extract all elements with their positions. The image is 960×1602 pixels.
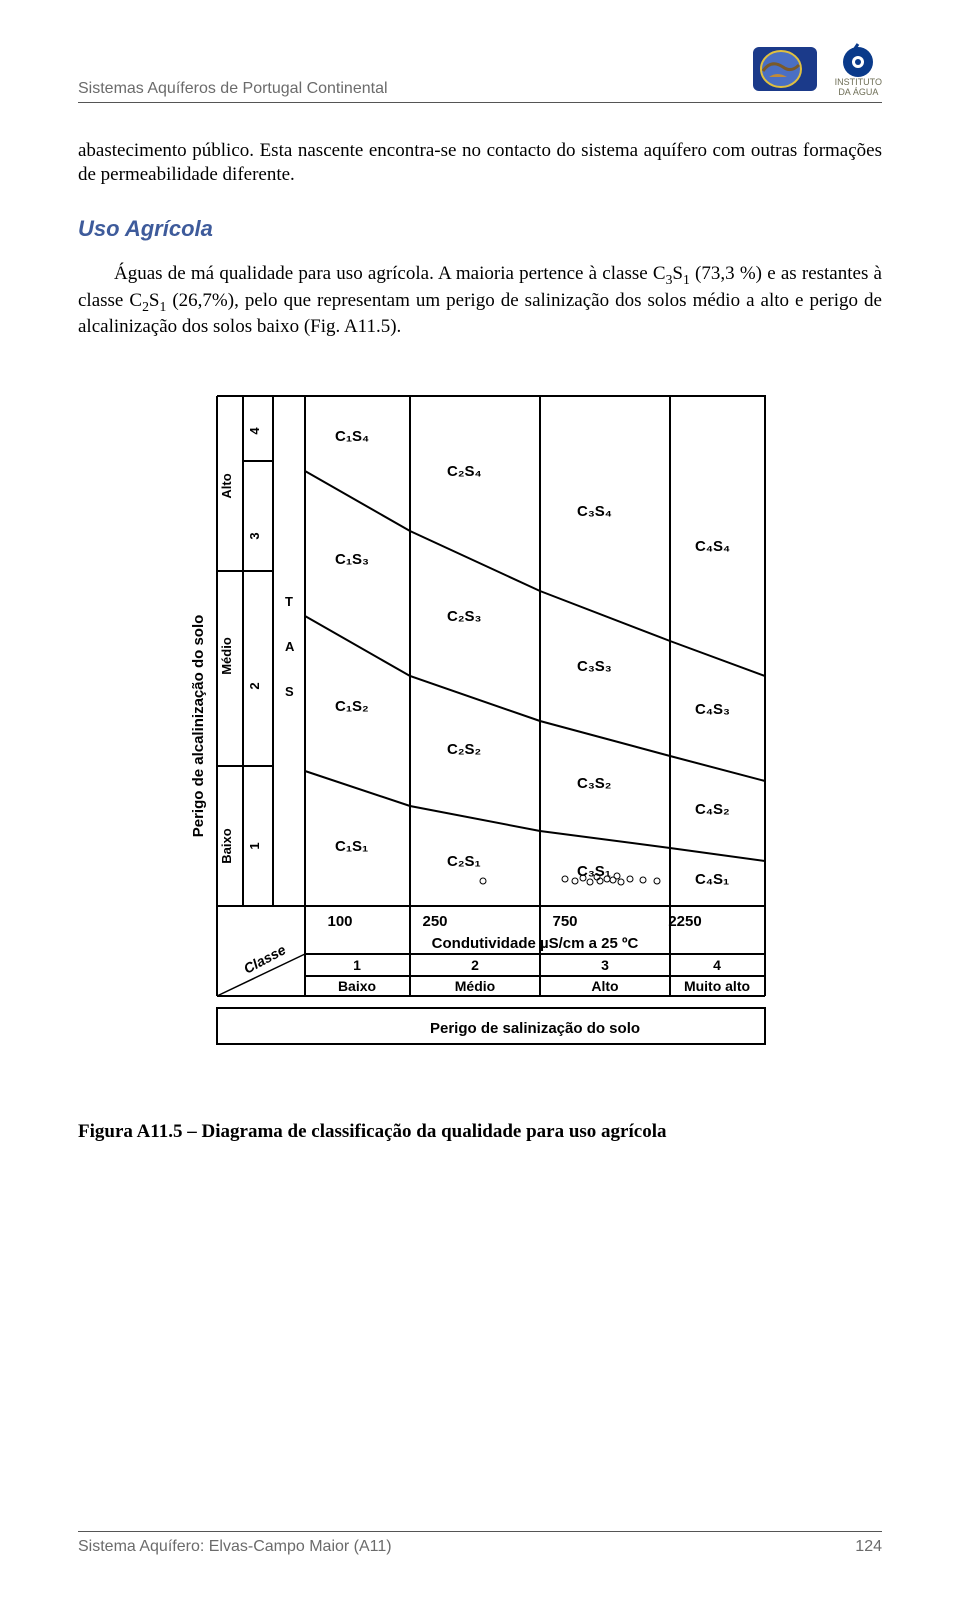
svg-text:C₄S₂: C₄S₂ [695,801,730,818]
header-logos: INSTITUTO DA ÁGUA [751,40,882,98]
svg-text:100: 100 [327,913,352,930]
svg-text:3: 3 [601,957,609,973]
svg-text:Médio: Médio [455,978,495,994]
paragraph-intro: abastecimento público. Esta nascente enc… [78,139,882,188]
globe-icon [751,45,819,93]
svg-text:1: 1 [247,842,262,849]
svg-text:C₄S₃: C₄S₃ [695,701,730,718]
svg-text:T: T [285,594,293,609]
svg-text:C₃S₃: C₃S₃ [577,658,612,675]
classification-diagram: Perigo de alcalinização do solo Baixo Mé… [185,376,775,1071]
svg-text:C₁S₂: C₁S₂ [335,698,369,715]
svg-text:C₁S₁: C₁S₁ [335,838,368,855]
svg-text:4: 4 [247,427,262,435]
svg-text:C₄S₄: C₄S₄ [695,538,730,555]
svg-text:C₂S₁: C₂S₁ [447,853,481,870]
logo-text-line2: DA ÁGUA [838,88,878,98]
logo-instituto-agua: INSTITUTO DA ÁGUA [835,40,882,98]
footer-left: Sistema Aquífero: Elvas-Campo Maior (A11… [78,1538,392,1556]
svg-text:Baixo: Baixo [338,978,376,994]
svg-text:C₂S₂: C₂S₂ [447,741,481,758]
water-drop-icon [837,40,879,78]
svg-text:1: 1 [353,957,361,973]
svg-text:Condutividade µS/cm a 25 ºC: Condutividade µS/cm a 25 ºC [432,935,639,952]
svg-text:2: 2 [247,682,262,689]
svg-text:Baixo: Baixo [219,828,234,863]
svg-text:C₄S₁: C₄S₁ [695,871,729,888]
svg-text:3: 3 [247,532,262,539]
page-footer: Sistema Aquífero: Elvas-Campo Maior (A11… [78,1531,882,1556]
svg-text:C₁S₄: C₁S₄ [335,428,369,445]
svg-text:Perigo de alcalinização do sol: Perigo de alcalinização do solo [190,615,207,838]
svg-text:Perigo de salinização do solo: Perigo de salinização do solo [430,1020,640,1037]
svg-text:Muito alto: Muito alto [684,978,750,994]
svg-text:Alto: Alto [219,473,234,498]
svg-text:750: 750 [552,913,577,930]
svg-text:A: A [285,639,295,654]
svg-text:C₃S₂: C₃S₂ [577,775,611,792]
figure-caption: Figura A11.5 – Diagrama de classificação… [78,1121,882,1143]
footer-page-number: 124 [855,1538,882,1556]
svg-text:Médio: Médio [219,637,234,675]
svg-text:C₂S₃: C₂S₃ [447,608,482,625]
header-title: Sistemas Aquíferos de Portugal Continent… [78,80,388,98]
svg-text:S: S [285,684,294,699]
svg-text:C₂S₄: C₂S₄ [447,463,482,480]
svg-text:C₃S₄: C₃S₄ [577,503,612,520]
svg-text:4: 4 [713,957,721,973]
svg-text:C₁S₃: C₁S₃ [335,551,369,568]
svg-text:250: 250 [422,913,447,930]
paragraph-uso-agricola: Águas de má qualidade para uso agrícola.… [78,262,882,340]
svg-text:Alto: Alto [591,978,618,994]
logo-geologia [751,45,819,93]
svg-text:2: 2 [471,957,479,973]
section-heading-uso-agricola: Uso Agrícola [78,216,882,242]
page-header: Sistemas Aquíferos de Portugal Continent… [78,40,882,103]
svg-text:2250: 2250 [668,913,701,930]
